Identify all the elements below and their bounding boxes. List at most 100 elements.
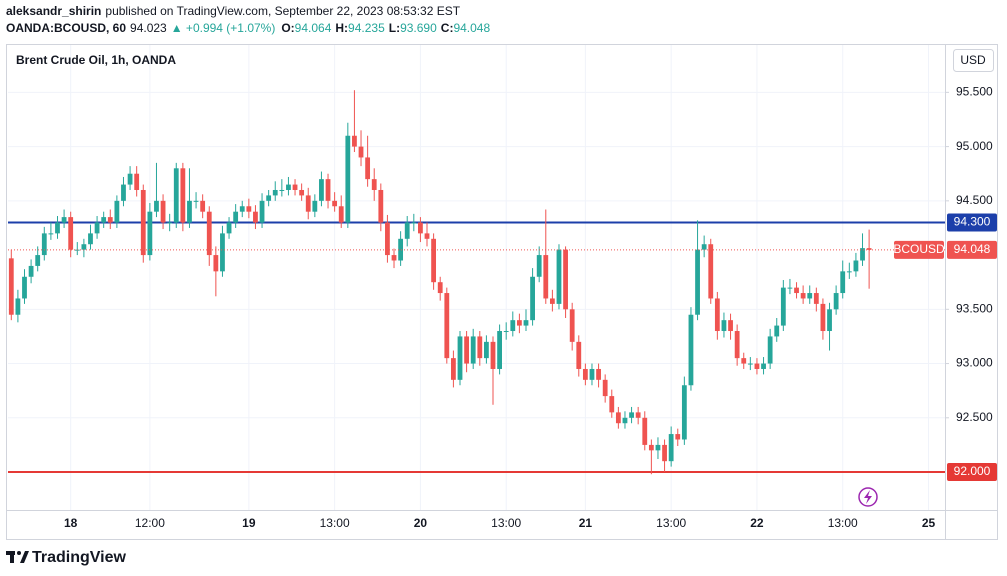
candle-body <box>187 200 192 223</box>
plot <box>8 45 945 510</box>
candle-body <box>457 336 463 380</box>
published: published on TradingView.com, September … <box>105 4 460 18</box>
candle-body <box>391 255 397 261</box>
candle-body <box>609 396 615 413</box>
candle-body <box>503 331 509 333</box>
x-tick-label: 20 <box>414 516 428 530</box>
candle-body <box>147 211 153 256</box>
candle-body <box>114 200 120 223</box>
candle-body <box>167 222 173 224</box>
candle-body <box>741 358 747 364</box>
candle-body <box>226 222 232 234</box>
x-tick-label: 21 <box>579 516 593 530</box>
candle-body <box>681 385 687 440</box>
candle-body <box>615 412 621 424</box>
currency[interactable]: USD <box>960 53 986 67</box>
candle-body <box>721 320 727 332</box>
ohlc-value: 94.235 <box>348 21 385 35</box>
candle-body <box>206 211 212 256</box>
candle-body <box>61 217 67 223</box>
y-tick-label: 95.000 <box>956 139 993 153</box>
candle-body <box>642 417 648 445</box>
candle-body <box>431 238 437 283</box>
x-tick-label: 19 <box>242 516 256 530</box>
event-bolt <box>864 490 872 504</box>
x-tick-label: 25 <box>922 516 936 530</box>
line-label: 94.300 <box>954 215 991 229</box>
candle-body <box>437 282 443 294</box>
candle-body <box>319 179 324 201</box>
candle-body <box>35 255 41 266</box>
candle-body <box>569 309 575 342</box>
candle-body <box>371 179 377 190</box>
candle-body <box>549 298 555 304</box>
candle-body <box>253 211 258 223</box>
candle-body <box>312 200 318 212</box>
candle-body <box>411 222 417 224</box>
candle-body <box>563 249 568 310</box>
logo-part <box>10 551 14 563</box>
candle-body <box>272 189 278 196</box>
ohlc-name: O: <box>281 21 294 35</box>
candle-body <box>239 206 245 212</box>
candle-body <box>220 233 225 272</box>
y-tick-label: 93.000 <box>956 356 993 370</box>
y-tick-label: 94.500 <box>956 193 993 207</box>
ohlc-name: L: <box>389 21 400 35</box>
candle-body <box>246 206 252 212</box>
candle-body <box>444 293 450 359</box>
candle-body <box>761 363 766 369</box>
candle-body <box>332 200 338 207</box>
candle-body <box>860 248 865 261</box>
candle-body <box>41 233 47 256</box>
candle-body <box>55 222 60 234</box>
candle-body <box>365 157 371 180</box>
candle-body <box>602 379 608 397</box>
candle-body <box>154 200 159 212</box>
candle-body <box>582 368 588 380</box>
y-tick-label: 93.500 <box>956 301 993 315</box>
candle-body <box>81 244 87 250</box>
candle-body <box>404 222 410 239</box>
x-tick-label: 13:00 <box>656 516 686 530</box>
candle-body <box>589 368 595 380</box>
candle-body <box>800 293 806 299</box>
brand: TradingView <box>32 549 127 566</box>
candle-body <box>233 211 239 223</box>
chart-title: Brent Crude Oil, 1h, OANDA <box>16 53 176 67</box>
candle-body <box>213 255 219 272</box>
candle-body <box>94 222 100 234</box>
candle-body <box>358 146 364 158</box>
candle-body <box>490 341 496 369</box>
candle-body <box>543 255 549 299</box>
change: ▲ +0.994 (+1.07%) <box>171 21 276 35</box>
candle-body <box>827 309 832 332</box>
logo-part <box>20 551 29 563</box>
ohlc-name: C: <box>441 21 454 35</box>
candle-body <box>833 293 839 310</box>
last-price: 94.023 <box>130 21 167 35</box>
candle-body <box>470 336 476 364</box>
candle-body <box>398 238 404 261</box>
candle-body <box>754 363 760 369</box>
ohlc-value: 93.690 <box>400 21 437 35</box>
candle-body <box>576 341 582 369</box>
candle-body <box>451 358 456 380</box>
candle-body <box>193 200 199 202</box>
candle-body <box>140 189 146 256</box>
candle-body <box>345 135 351 223</box>
candle-body <box>536 255 542 277</box>
currency-button[interactable] <box>953 49 994 72</box>
candle-body <box>675 434 681 440</box>
event-icon[interactable] <box>858 487 878 507</box>
candle-body <box>853 260 859 272</box>
candle-body <box>68 217 74 250</box>
candle-body <box>714 298 720 332</box>
candle-body <box>820 303 826 332</box>
brand-logo <box>6 551 29 563</box>
candle-body <box>160 200 166 223</box>
candle-body <box>846 271 852 273</box>
candle-body <box>88 233 93 245</box>
candle-body <box>668 434 674 462</box>
